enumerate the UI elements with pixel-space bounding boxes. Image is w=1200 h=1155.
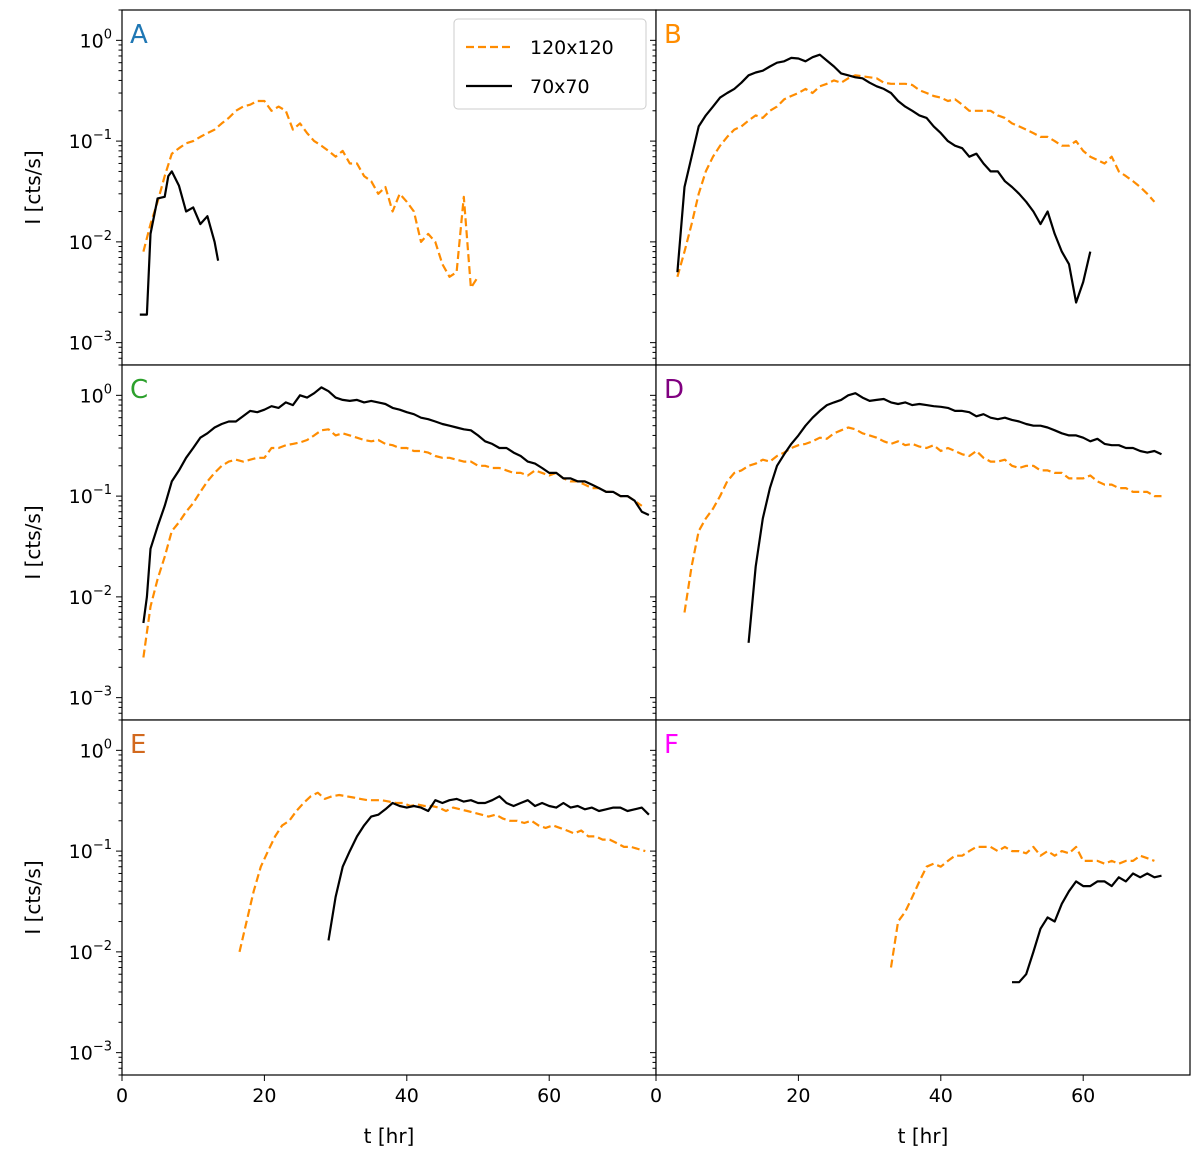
y-tick-label: 10−3 — [69, 685, 112, 710]
y-tick-label: 10−2 — [69, 229, 112, 254]
y-tick-base: 10 — [69, 333, 93, 355]
series-line-70x70 — [676, 53, 1092, 304]
panel-label-A: A — [130, 20, 148, 50]
plot-area — [656, 365, 1190, 720]
series-line-120x120 — [683, 426, 1162, 613]
x-tick-label: 40 — [395, 1085, 419, 1107]
series-line-120x120 — [142, 428, 643, 658]
y-tick-label: 10−3 — [69, 1040, 112, 1065]
axis-labels-layer: I [cts/s] I [cts/s] I [cts/s] t [hr] t [hr] — [21, 150, 948, 1148]
y-axis-label: I [cts/s] — [21, 505, 45, 579]
y-tick-base: 10 — [69, 841, 93, 863]
y-tick-exponent: −1 — [93, 128, 112, 143]
series-line-120x120 — [142, 99, 479, 289]
y-tick-exponent: −1 — [93, 838, 112, 853]
y-tick-base: 10 — [69, 131, 93, 153]
y-tick-base: 10 — [69, 486, 93, 508]
y-axis-label: I [cts/s] — [21, 150, 45, 224]
series-line-120x120 — [238, 791, 646, 953]
x-tick-label: 20 — [252, 1085, 276, 1107]
plot-area — [656, 720, 1190, 1075]
panel-label-E: E — [130, 730, 146, 760]
y-tick-exponent: −3 — [93, 685, 112, 700]
y-tick-exponent: −2 — [93, 939, 112, 954]
series-group — [889, 845, 1162, 984]
x-tick-label: 0 — [650, 1085, 662, 1107]
y-tick-exponent: −2 — [93, 229, 112, 244]
panel-D: D — [650, 364, 1191, 726]
y-tick-label: 10−2 — [69, 939, 112, 964]
y-tick-exponent: 0 — [104, 737, 112, 752]
y-tick-base: 10 — [69, 688, 93, 710]
series-line-70x70 — [139, 170, 220, 316]
y-tick-label: 10−1 — [69, 483, 112, 508]
y-tick-base: 10 — [69, 232, 93, 254]
y-tick-label: 100 — [80, 382, 112, 407]
x-axis-label: t [hr] — [364, 1124, 415, 1148]
y-tick-base: 10 — [69, 942, 93, 964]
x-tick-label: 0 — [116, 1085, 128, 1107]
legend-label-70x70: 70x70 — [530, 76, 590, 98]
series-line-70x70 — [747, 392, 1162, 643]
panel-label-F: F — [664, 730, 679, 760]
panel-label-B: B — [664, 20, 682, 50]
series-group — [139, 99, 479, 316]
legend: 120x120 70x70 — [453, 18, 647, 110]
legend-label-120x120: 120x120 — [530, 37, 614, 59]
y-tick-exponent: 0 — [104, 382, 112, 397]
panel-B: B — [650, 9, 1191, 371]
x-axis-label: t [hr] — [898, 1124, 949, 1148]
plot-area — [656, 10, 1190, 365]
y-tick-exponent: 0 — [104, 27, 112, 42]
y-tick-label: 100 — [80, 27, 112, 52]
y-axis-label: I [cts/s] — [21, 860, 45, 934]
series-group — [238, 791, 650, 953]
y-tick-base: 10 — [80, 385, 104, 407]
series-line-120x120 — [889, 845, 1155, 968]
y-tick-exponent: −3 — [93, 330, 112, 345]
plot-area — [122, 365, 656, 720]
y-tick-exponent: −3 — [93, 1040, 112, 1055]
x-tick-label: 20 — [786, 1085, 810, 1107]
panel-label-C: C — [130, 375, 148, 405]
panel-label-D: D — [664, 375, 684, 405]
plot-area — [122, 720, 656, 1075]
x-tick-label: 60 — [537, 1085, 561, 1107]
y-tick-label: 10−3 — [69, 330, 112, 355]
series-group — [683, 392, 1162, 643]
y-tick-label: 10−2 — [69, 584, 112, 609]
panel-F: 0 20 40 60 F — [650, 719, 1191, 1107]
y-tick-label: 100 — [80, 737, 112, 762]
y-tick-base: 10 — [69, 587, 93, 609]
series-line-120x120 — [676, 74, 1156, 278]
series-line-70x70 — [142, 386, 650, 624]
x-tick-label: 60 — [1071, 1085, 1095, 1107]
y-tick-exponent: −1 — [93, 483, 112, 498]
series-line-70x70 — [327, 795, 650, 941]
y-tick-base: 10 — [80, 740, 104, 762]
y-tick-label: 10−1 — [69, 128, 112, 153]
series-line-70x70 — [1012, 872, 1162, 984]
y-tick-label: 10−1 — [69, 838, 112, 863]
y-tick-exponent: −2 — [93, 584, 112, 599]
series-group — [676, 53, 1156, 304]
axes-frame — [655, 719, 1191, 1076]
y-tick-base: 10 — [80, 30, 104, 52]
series-group — [142, 386, 650, 658]
x-tick-label: 40 — [929, 1085, 953, 1107]
y-tick-base: 10 — [69, 1043, 93, 1065]
